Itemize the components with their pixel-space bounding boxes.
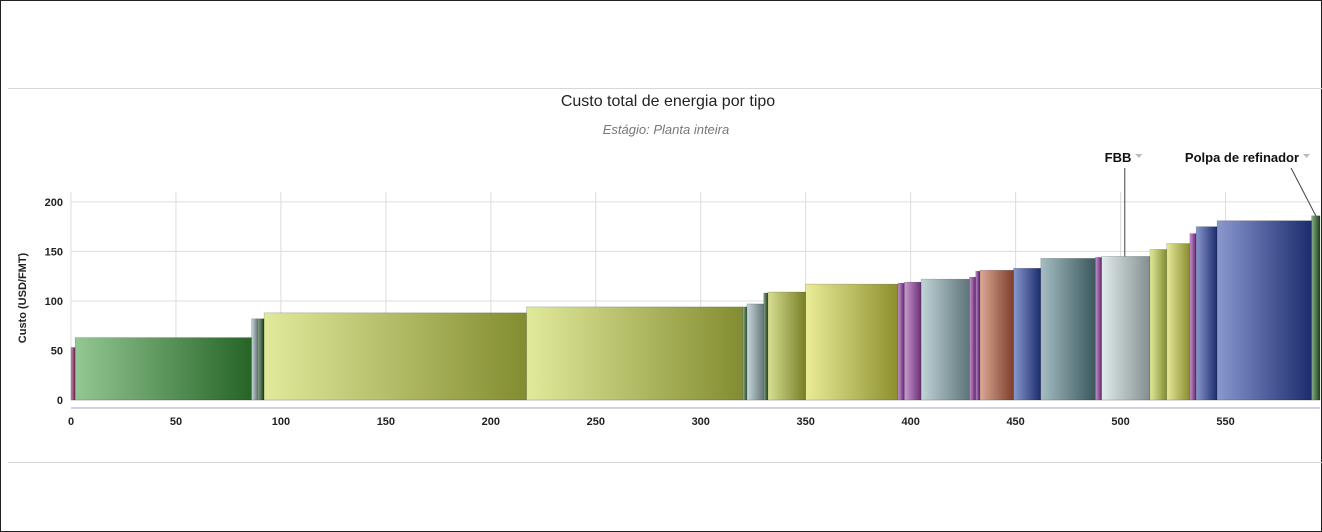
y-axis-ticks: 0 50 100 150 200 (45, 197, 63, 407)
x-tick-label-11: 550 (1216, 416, 1234, 428)
bar-14[interactable] (969, 276, 977, 401)
bar-series (70, 215, 1321, 401)
bar-18[interactable] (1040, 258, 1096, 401)
x-axis-ticks: 0 50 100 150 200 250 300 350 400 450 500 550 (68, 416, 1235, 428)
bar-24[interactable] (1195, 226, 1218, 401)
x-tick-label-10: 500 (1111, 416, 1129, 428)
bar-17[interactable] (1013, 267, 1042, 401)
x-tick-label-0: 0 (68, 416, 74, 428)
y-tick-label-4: 200 (45, 197, 63, 209)
x-tick-label-1: 50 (170, 416, 182, 428)
bar-4[interactable] (263, 312, 527, 401)
bar-0[interactable] (70, 347, 76, 401)
chart-title: Custo total de energia por tipo (561, 93, 775, 110)
bar-23[interactable] (1189, 233, 1197, 401)
annotation-label-0: FBB (1105, 150, 1132, 165)
bar-9[interactable] (767, 291, 807, 401)
y-tick-label-2: 100 (45, 296, 63, 308)
y-tick-label-0: 0 (57, 395, 63, 407)
bar-5[interactable] (526, 306, 744, 401)
chart-panel (8, 88, 1322, 463)
annotation-label-1: Polpa de refinador (1185, 150, 1299, 165)
x-tick-label-9: 450 (1006, 416, 1024, 428)
x-tick-label-3: 150 (377, 416, 395, 428)
bar-2[interactable] (251, 318, 259, 401)
bar-6[interactable] (742, 306, 748, 401)
bar-25[interactable] (1216, 220, 1312, 401)
bar-21[interactable] (1149, 249, 1168, 401)
bar-1[interactable] (74, 337, 252, 401)
bar-11[interactable] (897, 282, 905, 401)
x-tick-label-6: 300 (692, 416, 710, 428)
y-tick-label-3: 150 (45, 246, 63, 258)
bar-19[interactable] (1095, 257, 1102, 401)
y-tick-label-1: 50 (51, 345, 63, 357)
bar-3[interactable] (257, 318, 265, 401)
y-axis-label: Custo (USD/FMT) (17, 252, 29, 343)
bar-13[interactable] (920, 278, 970, 401)
bar-15[interactable] (975, 270, 981, 401)
bar-12[interactable] (904, 281, 922, 401)
annotation-dropdown-icon-1[interactable] (1303, 154, 1311, 158)
bar-26[interactable] (1311, 215, 1321, 401)
x-tick-label-8: 400 (901, 416, 919, 428)
bar-7[interactable] (746, 303, 765, 401)
annotations: FBB Polpa de refinador (1105, 150, 1317, 257)
bar-20[interactable] (1101, 256, 1151, 401)
bar-10[interactable] (805, 283, 899, 401)
bar-22[interactable] (1166, 243, 1191, 401)
x-tick-label-4: 200 (482, 416, 500, 428)
x-tick-label-5: 250 (587, 416, 605, 428)
x-tick-label-2: 100 (272, 416, 290, 428)
annotation-dropdown-icon-0[interactable] (1135, 154, 1143, 158)
chart-subtitle: Estágio: Planta inteira (603, 122, 729, 137)
bar-16[interactable] (979, 269, 1014, 401)
x-tick-label-7: 350 (797, 416, 815, 428)
annotation-leader-1 (1290, 167, 1317, 217)
bar-8[interactable] (763, 292, 769, 401)
